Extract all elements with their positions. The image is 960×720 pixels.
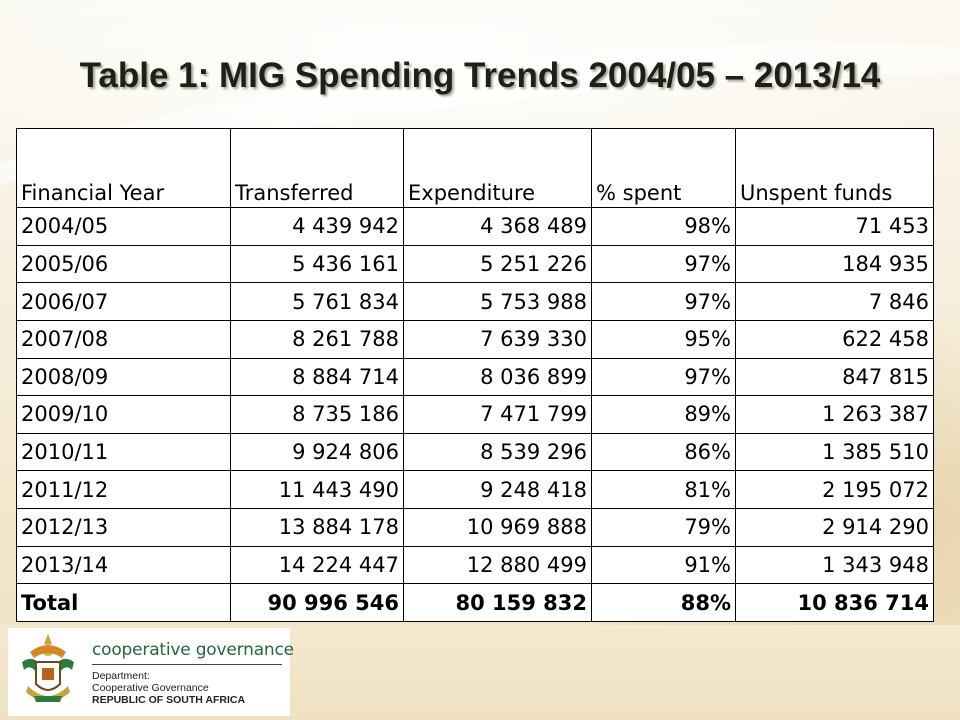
cell-unspent-funds: 71 453 — [735, 207, 934, 246]
cell-expenditure: 7 639 330 — [403, 319, 592, 359]
header-percent-spent: % spent — [591, 128, 736, 208]
cell-transferred: 9 924 806 — [230, 432, 404, 472]
cell-expenditure: 5 251 226 — [403, 244, 592, 284]
cell-expenditure: 12 880 499 — [403, 545, 592, 585]
cell-percent-spent: 95% — [591, 319, 736, 359]
cell-unspent-funds: 1 343 948 — [735, 545, 934, 585]
cell-financial-year: 2005/06 — [16, 244, 231, 284]
cell-financial-year: 2009/10 — [16, 395, 231, 434]
cell-expenditure: 5 753 988 — [403, 282, 592, 321]
cell-transferred: 8 884 714 — [230, 357, 404, 397]
total-cell-financial-year: Total — [16, 583, 231, 622]
cell-transferred: 4 439 942 — [230, 207, 404, 246]
cell-percent-spent: 79% — [591, 508, 736, 547]
cell-expenditure: 8 539 296 — [403, 432, 592, 472]
slide-title: Table 1: MIG Spending Trends 2004/05 – 2… — [79, 56, 881, 95]
brand-name: cooperative governance — [92, 640, 294, 660]
cell-financial-year: 2006/07 — [16, 282, 231, 321]
cell-transferred: 5 436 161 — [230, 244, 404, 284]
table-row: 2013/14 14 224 447 12 880 499 91% 1 343 948 — [16, 545, 934, 585]
table-row: 2004/05 4 439 942 4 368 489 98% 71 453 — [16, 207, 934, 246]
cell-transferred: 5 761 834 — [230, 282, 404, 321]
table-row: 2009/10 8 735 186 7 471 799 89% 1 263 387 — [16, 395, 934, 434]
table-header-row: Financial Year Transferred Expenditure %… — [16, 128, 934, 208]
cell-unspent-funds: 1 385 510 — [735, 432, 934, 472]
table-row: 2008/09 8 884 714 8 036 899 97% 847 815 — [16, 357, 934, 397]
cell-unspent-funds: 622 458 — [735, 319, 934, 359]
cell-transferred: 8 735 186 — [230, 395, 404, 434]
cell-financial-year: 2007/08 — [16, 319, 231, 359]
dept-line-3: REPUBLIC OF SOUTH AFRICA — [92, 694, 246, 706]
dept-line-2: Cooperative Governance — [92, 682, 209, 694]
cell-percent-spent: 91% — [591, 545, 736, 585]
cell-percent-spent: 89% — [591, 395, 736, 434]
cell-financial-year: 2008/09 — [16, 357, 231, 397]
cell-percent-spent: 97% — [591, 244, 736, 284]
table-row: 2011/12 11 443 490 9 248 418 81% 2 195 072 — [16, 470, 934, 509]
cell-unspent-funds: 1 263 387 — [735, 395, 934, 434]
cell-percent-spent: 81% — [591, 470, 736, 509]
spending-table: Financial Year Transferred Expenditure %… — [16, 128, 934, 622]
cell-financial-year: 2013/14 — [16, 545, 231, 585]
total-cell-transferred: 90 996 546 — [230, 583, 404, 622]
cell-expenditure: 9 248 418 — [403, 470, 592, 509]
department-logo: cooperative governance Department: Coope… — [8, 628, 294, 716]
table-row: 2010/11 9 924 806 8 539 296 86% 1 385 510 — [16, 432, 934, 472]
table-row: 2012/13 13 884 178 10 969 888 79% 2 914 290 — [16, 508, 934, 547]
cell-unspent-funds: 7 846 — [735, 282, 934, 321]
cell-transferred: 11 443 490 — [230, 470, 404, 509]
brand-divider — [92, 664, 282, 665]
cell-percent-spent: 97% — [591, 282, 736, 321]
total-cell-unspent-funds: 10 836 714 — [735, 583, 934, 622]
cell-financial-year: 2011/12 — [16, 470, 231, 509]
cell-expenditure: 4 368 489 — [403, 207, 592, 246]
table-row: 2007/08 8 261 788 7 639 330 95% 622 458 — [16, 319, 934, 359]
table-total-row: Total 90 996 546 80 159 832 88% 10 836 714 — [16, 583, 934, 622]
cell-unspent-funds: 184 935 — [735, 244, 934, 284]
header-financial-year: Financial Year — [16, 128, 231, 208]
coat-of-arms-icon — [22, 634, 74, 702]
cell-financial-year: 2004/05 — [16, 207, 231, 246]
cell-unspent-funds: 2 195 072 — [735, 470, 934, 509]
header-unspent-funds: Unspent funds — [735, 128, 934, 208]
cell-financial-year: 2010/11 — [16, 432, 231, 472]
cell-percent-spent: 98% — [591, 207, 736, 246]
table-row: 2006/07 5 761 834 5 753 988 97% 7 846 — [16, 282, 934, 321]
cell-expenditure: 8 036 899 — [403, 357, 592, 397]
department-text: Department: Cooperative Governance REPUB… — [92, 670, 245, 706]
cell-percent-spent: 97% — [591, 357, 736, 397]
cell-transferred: 13 884 178 — [230, 508, 404, 547]
cell-unspent-funds: 2 914 290 — [735, 508, 934, 547]
cell-expenditure: 10 969 888 — [403, 508, 592, 547]
total-cell-percent-spent: 88% — [591, 583, 736, 622]
cell-percent-spent: 86% — [591, 432, 736, 472]
dept-line-1: Department: — [92, 670, 150, 682]
cell-transferred: 8 261 788 — [230, 319, 404, 359]
total-cell-expenditure: 80 159 832 — [403, 583, 592, 622]
table-body: 2004/05 4 439 942 4 368 489 98% 71 453 2005/0… — [16, 207, 934, 622]
cell-expenditure: 7 471 799 — [403, 395, 592, 434]
cell-financial-year: 2012/13 — [16, 508, 231, 547]
table-row: 2005/06 5 436 161 5 251 226 97% 184 935 — [16, 244, 934, 284]
header-transferred: Transferred — [230, 128, 404, 208]
cell-transferred: 14 224 447 — [230, 545, 404, 585]
cell-unspent-funds: 847 815 — [735, 357, 934, 397]
header-expenditure: Expenditure — [403, 128, 592, 208]
